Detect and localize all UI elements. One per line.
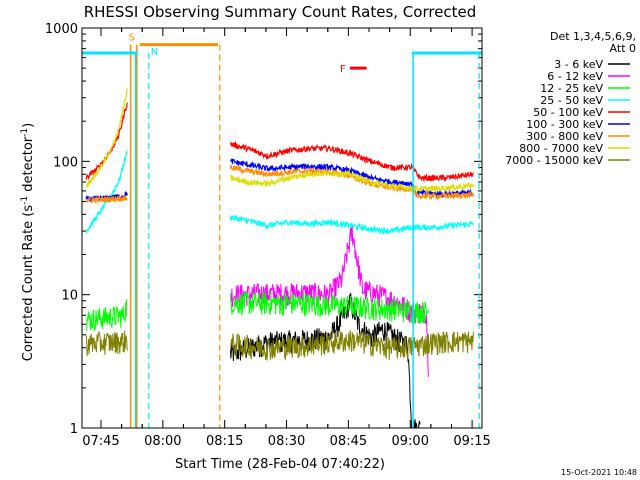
legend-entry-label: 50 - 100 keV — [533, 106, 603, 119]
y-axis-label-part3: ) — [21, 123, 36, 128]
y-axis-label-part1: Corrected Count Rate (s — [21, 205, 36, 362]
x-tick-label: 09:15 — [453, 434, 490, 449]
legend-entry-label: 6 - 12 keV — [547, 70, 603, 83]
x-axis-label: Start Time (28-Feb-04 07:40:22) — [175, 457, 385, 472]
series-line-12-25keV — [85, 298, 128, 332]
annotation-layer: S N F — [82, 33, 482, 428]
flare-label: F — [340, 64, 346, 75]
x-tick-label: 08:45 — [330, 434, 367, 449]
legend-header-line: Att 0 — [610, 42, 636, 55]
legend-entry-label: 3 - 6 keV — [554, 58, 603, 71]
series-line-100-300keV — [230, 158, 474, 199]
legend-entry-label: 100 - 300 keV — [526, 118, 603, 131]
y-tick-label: 100 — [53, 155, 78, 170]
series-line-800-7000keV — [230, 169, 474, 194]
series-line-25-50keV — [85, 150, 128, 235]
y-tick-label: 1 — [70, 422, 78, 437]
legend-header-line: Det 1,3,4,5,6,9, — [550, 30, 636, 43]
series-line-7000-15000keV — [85, 330, 128, 357]
axes: 1 10 100 1000 07:45 08:00 08:15 08:30 08:45 09:00… — [45, 22, 491, 449]
x-tick-label: 07:45 — [82, 434, 119, 449]
plot-frame — [81, 27, 483, 429]
plot-border — [81, 27, 483, 429]
legend-entry-label: 800 - 7000 keV — [519, 142, 603, 155]
series-line-300-800keV — [85, 193, 128, 204]
footer-date: 15-Oct-2021 10:48 — [561, 468, 637, 477]
x-tick-label: 08:15 — [206, 434, 243, 449]
y-tick-label: 1000 — [45, 22, 78, 37]
chart-title: RHESSI Observing Summary Count Rates, Co… — [84, 3, 477, 21]
x-tick-label: 09:00 — [392, 434, 429, 449]
series-layer — [85, 88, 474, 428]
series-line-800-7000keV — [85, 88, 128, 189]
night-label: N — [151, 47, 158, 58]
series-line-50-100keV — [229, 140, 474, 183]
y-axis-label-part2: detector — [21, 136, 36, 196]
legend-entry-label: 300 - 800 keV — [526, 130, 603, 143]
y-axis-label-sup1: -1 — [20, 196, 30, 205]
series-line-25-50keV — [229, 214, 474, 235]
saa-label: S — [129, 33, 135, 44]
legend-entry-label: 7000 - 15000 keV — [505, 154, 603, 167]
x-tick-label: 08:30 — [268, 434, 305, 449]
y-tick-label: 10 — [61, 289, 78, 304]
x-tick-label: 08:00 — [144, 434, 181, 449]
legend-entry-label: 25 - 50 keV — [540, 94, 603, 107]
series-line-7000-15000keV — [230, 329, 474, 361]
series-line-12-25keV — [230, 291, 429, 324]
legend-entry-label: 12 - 25 keV — [540, 82, 603, 95]
y-axis-label-sup2: -1 — [20, 128, 30, 137]
series-line-50-100keV — [85, 102, 128, 181]
y-axis-label: Corrected Count Rate (s-1 detector-1) — [20, 123, 36, 361]
